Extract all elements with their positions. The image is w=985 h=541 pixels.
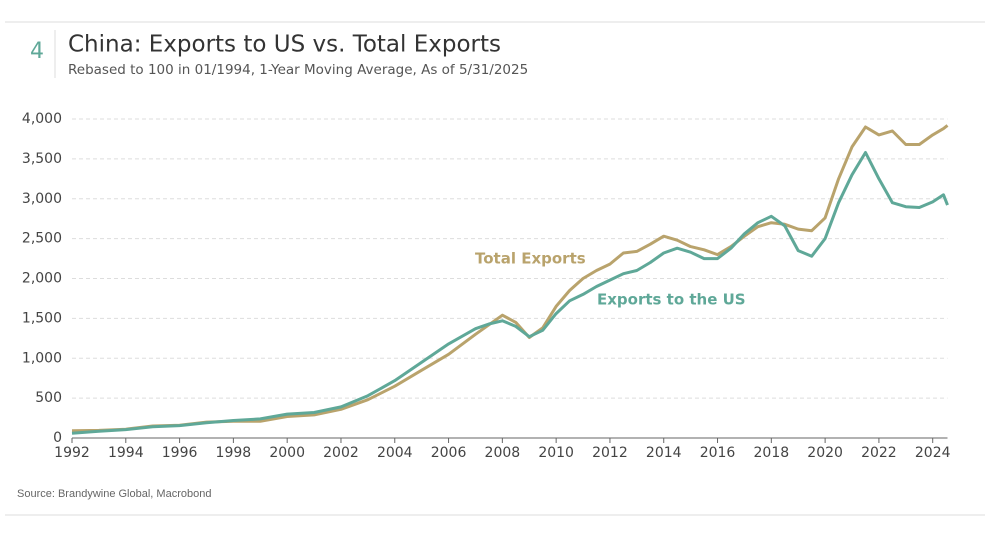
- x-tick-label: 2018: [754, 445, 790, 461]
- x-tick-label: 2016: [700, 445, 736, 461]
- y-tick-label: 3,000: [22, 191, 62, 207]
- series-line: [71, 151, 949, 435]
- x-tick-label: 2008: [485, 445, 521, 461]
- y-tick-label: 500: [35, 390, 62, 406]
- x-tick-label: 1996: [162, 445, 198, 461]
- x-tick-label: 2024: [915, 445, 951, 461]
- y-tick-label: 2,500: [22, 231, 62, 247]
- source-note: Source: Brandywine Global, Macrobond: [17, 488, 211, 500]
- x-tick-label: 2000: [269, 445, 305, 461]
- x-tick-label: 2006: [431, 445, 467, 461]
- x-tick-label: 2022: [861, 445, 897, 461]
- x-tick-label: 2004: [377, 445, 413, 461]
- y-tick-label: 2,000: [22, 271, 62, 287]
- series-label: Total Exports: [475, 250, 586, 268]
- series-line: [71, 124, 949, 433]
- x-tick-label: 2002: [323, 445, 359, 461]
- chart-title: China: Exports to US vs. Total Exports: [68, 32, 501, 58]
- figure-number: 4: [30, 39, 44, 64]
- x-tick-label: 1992: [54, 445, 90, 461]
- y-tick-label: 4,000: [22, 111, 62, 127]
- chart-subtitle: Rebased to 100 in 01/1994, 1-Year Moving…: [68, 62, 528, 78]
- y-tick-label: 3,500: [22, 151, 62, 167]
- x-tick-label: 2014: [646, 445, 682, 461]
- y-tick-label: 0: [53, 430, 62, 446]
- x-tick-label: 2012: [592, 445, 628, 461]
- x-tick-label: 1994: [108, 445, 144, 461]
- series-label: Exports to the US: [597, 291, 746, 309]
- y-tick-label: 1,500: [22, 310, 62, 326]
- x-tick-label: 1998: [216, 445, 252, 461]
- y-tick-label: 1,000: [22, 350, 62, 366]
- x-tick-label: 2020: [807, 445, 843, 461]
- x-tick-label: 2010: [538, 445, 574, 461]
